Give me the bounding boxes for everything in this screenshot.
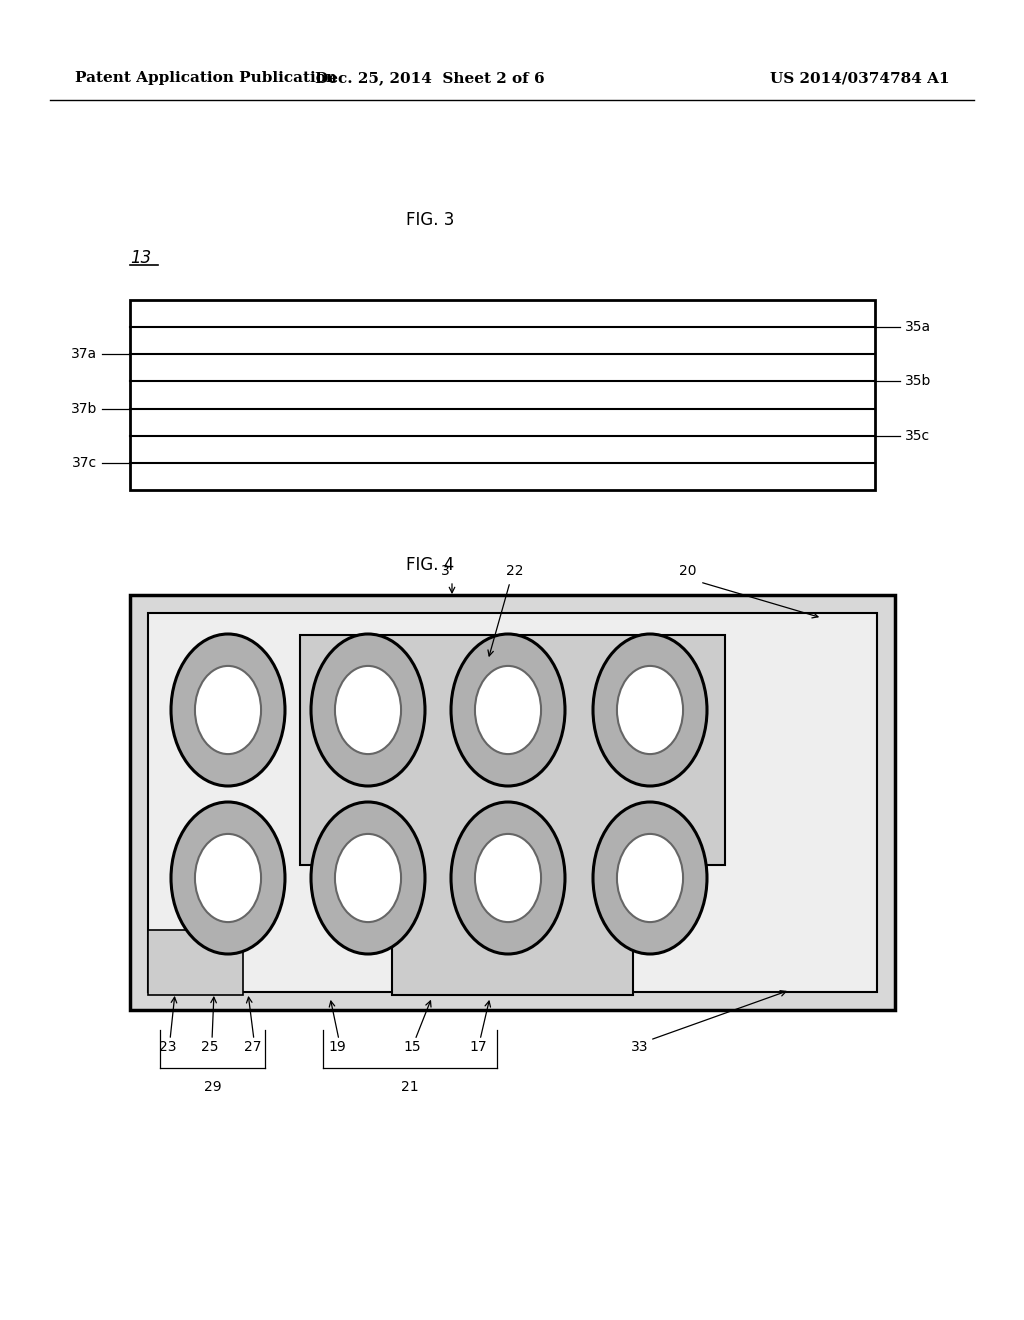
Text: Dec. 25, 2014  Sheet 2 of 6: Dec. 25, 2014 Sheet 2 of 6: [315, 71, 545, 84]
Ellipse shape: [171, 803, 285, 954]
Text: 17: 17: [469, 1040, 486, 1053]
Text: 35a: 35a: [905, 321, 931, 334]
Ellipse shape: [475, 834, 541, 923]
Text: US 2014/0374784 A1: US 2014/0374784 A1: [770, 71, 950, 84]
Text: 21: 21: [401, 1080, 419, 1094]
Ellipse shape: [475, 665, 541, 754]
Bar: [148, 931, 243, 995]
Ellipse shape: [593, 634, 707, 785]
Text: 37c: 37c: [72, 455, 97, 470]
Ellipse shape: [311, 803, 425, 954]
Text: 35c: 35c: [905, 429, 930, 442]
Ellipse shape: [451, 803, 565, 954]
Text: 27: 27: [245, 1040, 262, 1053]
Ellipse shape: [195, 665, 261, 754]
Ellipse shape: [311, 634, 425, 785]
Text: Patent Application Publication: Patent Application Publication: [75, 71, 337, 84]
Text: FIG. 4: FIG. 4: [406, 556, 454, 574]
Text: 33: 33: [631, 1040, 649, 1053]
Ellipse shape: [335, 665, 401, 754]
Ellipse shape: [616, 665, 683, 754]
Text: 22: 22: [506, 564, 523, 578]
Text: 29: 29: [204, 1080, 221, 1094]
Text: 37b: 37b: [71, 401, 97, 416]
Text: 25: 25: [202, 1040, 219, 1053]
Ellipse shape: [593, 803, 707, 954]
Text: 13: 13: [130, 249, 152, 267]
Polygon shape: [300, 635, 725, 995]
Text: 20: 20: [679, 564, 696, 578]
Text: 37a: 37a: [71, 347, 97, 362]
Ellipse shape: [451, 634, 565, 785]
Text: FIG. 3: FIG. 3: [406, 211, 455, 228]
Text: 19: 19: [328, 1040, 346, 1053]
Bar: [130, 300, 874, 490]
Text: 15: 15: [403, 1040, 421, 1053]
Bar: [148, 612, 877, 993]
Ellipse shape: [171, 634, 285, 785]
Text: 35b: 35b: [905, 375, 932, 388]
Text: 3: 3: [440, 564, 450, 578]
Bar: [130, 595, 895, 1010]
Text: 23: 23: [160, 1040, 177, 1053]
Ellipse shape: [335, 834, 401, 923]
Ellipse shape: [195, 834, 261, 923]
Ellipse shape: [616, 834, 683, 923]
